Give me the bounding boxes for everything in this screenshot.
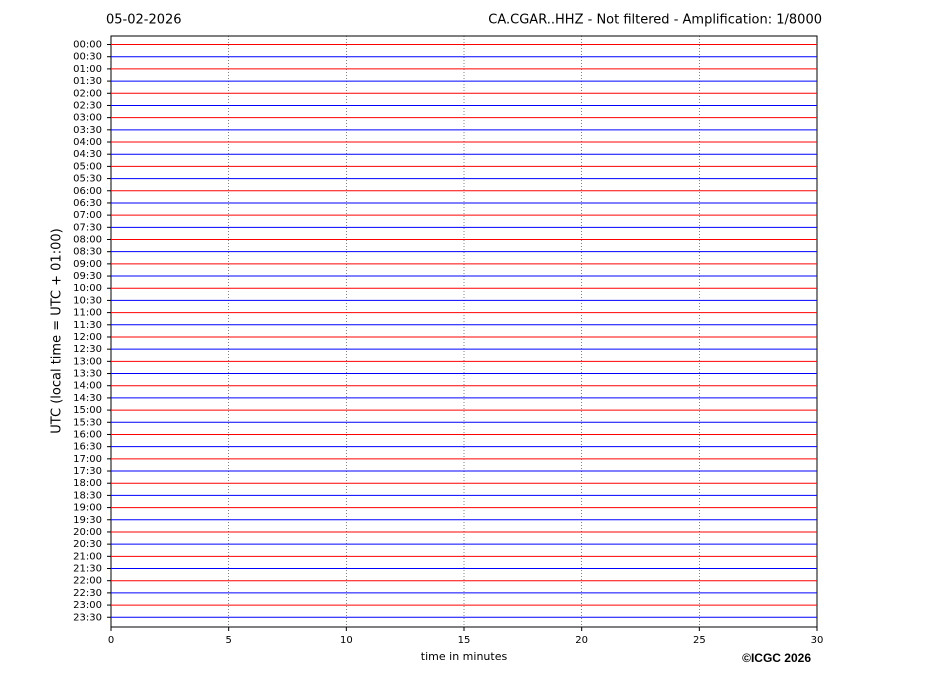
y-tick-label: 08:30 (73, 247, 102, 258)
y-tick-label: 04:00 (73, 137, 102, 148)
y-tick-label: 20:00 (73, 527, 102, 538)
y-tick-label: 02:30 (73, 100, 102, 111)
y-tick-label: 13:00 (73, 356, 102, 367)
x-tick-label: 20 (575, 635, 588, 646)
y-tick-label: 05:30 (73, 174, 102, 185)
x-tick-label: 30 (811, 635, 824, 646)
footer: ©ICGC 2026 (742, 651, 811, 665)
y-tick-label: 03:30 (73, 125, 102, 136)
y-tick-label: 17:00 (73, 454, 102, 465)
y-tick-label: 10:30 (73, 295, 102, 306)
plot-frame (110, 35, 818, 628)
y-tick-label: 23:00 (73, 600, 102, 611)
y-tick-label: 05:00 (73, 161, 102, 172)
y-tick-label: 14:30 (73, 393, 102, 404)
y-tick-label: 23:30 (73, 612, 102, 623)
y-tick-label: 06:30 (73, 198, 102, 209)
y-tick-label: 11:00 (73, 308, 102, 319)
y-tick-label: 00:00 (73, 40, 102, 51)
y-tick-label: 02:00 (73, 88, 102, 99)
y-tick-label: 09:00 (73, 259, 102, 270)
y-tick-label: 07:30 (73, 222, 102, 233)
y-tick-label: 21:30 (73, 564, 102, 575)
y-tick-label: 18:30 (73, 490, 102, 501)
y-tick-label: 10:00 (73, 283, 102, 294)
y-tick-label: 14:00 (73, 381, 102, 392)
y-tick-label: 20:30 (73, 539, 102, 550)
x-tick-label: 5 (225, 635, 231, 646)
x-axis-label: time in minutes (421, 650, 508, 663)
y-tick-label: 19:30 (73, 515, 102, 526)
x-tick-label: 10 (340, 635, 353, 646)
x-tick-label: 15 (458, 635, 471, 646)
y-tick-label: 01:00 (73, 64, 102, 75)
y-tick-label: 22:00 (73, 576, 102, 587)
title-left: 05-02-2026 (106, 13, 182, 28)
y-tick-label: 16:00 (73, 429, 102, 440)
y-tick-label: 03:00 (73, 113, 102, 124)
y-tick-label: 01:30 (73, 76, 102, 87)
y-tick-label: 16:30 (73, 442, 102, 453)
y-tick-label: 22:30 (73, 588, 102, 599)
y-tick-label: 18:00 (73, 478, 102, 489)
y-tick-label: 06:00 (73, 186, 102, 197)
y-tick-label: 17:30 (73, 466, 102, 477)
y-tick-label: 07:00 (73, 210, 102, 221)
y-tick-label: 04:30 (73, 149, 102, 160)
y-tick-label: 12:30 (73, 344, 102, 355)
y-tick-label: 12:00 (73, 332, 102, 343)
y-tick-label: 08:00 (73, 234, 102, 245)
x-tick-label: 0 (108, 635, 114, 646)
y-tick-label: 19:00 (73, 503, 102, 514)
y-tick-label: 15:30 (73, 417, 102, 428)
y-axis-label: UTC (local time = UTC + 01:00) (50, 228, 65, 433)
x-tick-label: 25 (693, 635, 706, 646)
y-tick-label: 21:00 (73, 551, 102, 562)
title-right: CA.CGAR..HHZ - Not filtered - Amplificat… (488, 13, 822, 28)
y-tick-label: 09:30 (73, 271, 102, 282)
y-tick-label: 13:30 (73, 369, 102, 380)
y-tick-label: 15:00 (73, 405, 102, 416)
y-tick-label: 11:30 (73, 320, 102, 331)
y-tick-label: 00:30 (73, 52, 102, 63)
